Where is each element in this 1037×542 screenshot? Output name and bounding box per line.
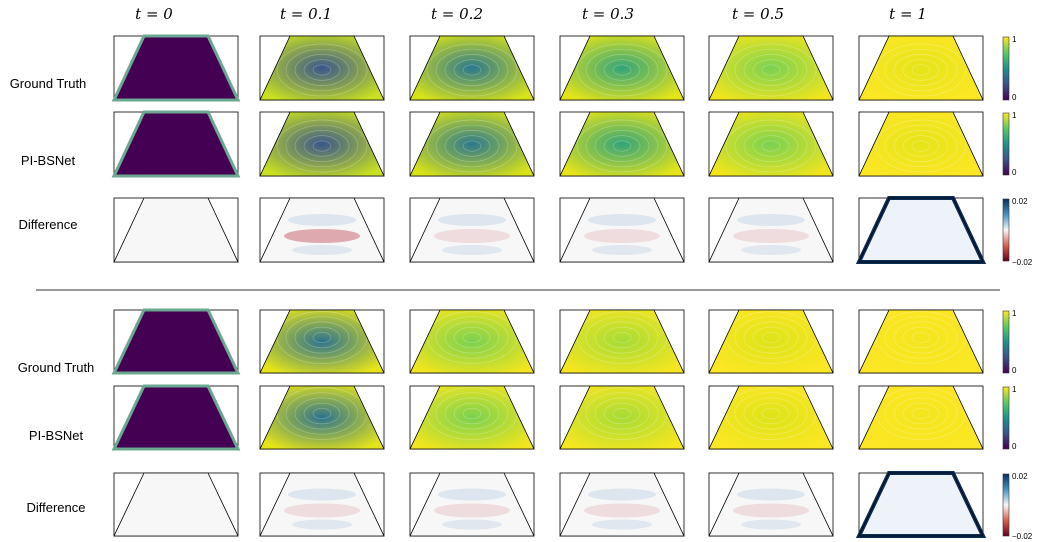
panel: [259, 35, 385, 101]
panel: [559, 197, 685, 263]
panel: [559, 385, 685, 450]
colorbar-field: [1002, 386, 1010, 450]
panel: [708, 309, 834, 374]
row-label: Ground Truth: [18, 360, 95, 375]
row-label: Difference: [26, 500, 85, 515]
colorbars: 1 0 1 0 0.02 −0.02 1 0 1 0 0.02 −0.02: [1002, 35, 1033, 541]
panel: [113, 472, 239, 537]
colorbar-max-label: 1: [1012, 111, 1017, 120]
colorbar-min-label: 0: [1012, 442, 1017, 451]
panel: [708, 385, 834, 450]
colorbar-difference: [1002, 473, 1010, 537]
column-header: t = 0.2: [431, 5, 483, 23]
panel: [111, 34, 241, 102]
panel: [111, 384, 241, 451]
column-header: t = 0: [135, 5, 173, 23]
panel-grid: [111, 34, 987, 538]
colorbar-max-label: 0.02: [1012, 472, 1028, 481]
colorbar-field: [1002, 36, 1010, 101]
panel: [409, 472, 535, 537]
panel: [559, 309, 685, 374]
colorbar-max-label: 0.02: [1012, 197, 1028, 206]
panel: [259, 197, 385, 263]
row-label: Difference: [18, 217, 77, 232]
panel: [858, 35, 984, 101]
colorbar-max-label: 1: [1012, 309, 1017, 318]
panel: [111, 110, 241, 178]
panel: [708, 197, 834, 263]
colorbar-max-label: 1: [1012, 385, 1017, 394]
colorbar-min-label: −0.02: [1012, 532, 1033, 541]
row-label: PI-BSNet: [21, 153, 76, 168]
colorbar-min-label: 0: [1012, 93, 1017, 102]
column-header: t = 0.3: [582, 5, 634, 23]
panel: [409, 111, 535, 177]
column-header: t = 0.5: [732, 5, 784, 23]
panel: [858, 309, 984, 374]
panel: [259, 111, 385, 177]
panel: [559, 35, 685, 101]
colorbar-field: [1002, 310, 1010, 374]
colorbar-min-label: 0: [1012, 168, 1017, 177]
panel: [855, 471, 987, 538]
panel: [259, 472, 385, 537]
panel: [559, 111, 685, 177]
colorbar-difference: [1002, 198, 1010, 262]
column-headers: t = 0 t = 0.1 t = 0.2 t = 0.3 t = 0.5 t …: [135, 5, 927, 23]
colorbar-max-label: 1: [1012, 35, 1017, 44]
panel: [259, 385, 385, 450]
panel: [855, 196, 987, 264]
panel: [111, 308, 241, 375]
panel: [113, 197, 239, 263]
panel: [409, 309, 535, 374]
row-labels: Ground Truth PI-BSNet Difference Ground …: [10, 76, 95, 515]
colorbar-min-label: −0.02: [1012, 258, 1033, 267]
colorbar-min-label: 0: [1012, 366, 1017, 375]
panel: [858, 385, 984, 450]
panel: [259, 309, 385, 374]
row-label: PI-BSNet: [29, 428, 84, 443]
panel: [559, 472, 685, 537]
column-header: t = 1: [889, 5, 927, 23]
panel: [409, 197, 535, 263]
column-header: t = 0.1: [280, 5, 332, 23]
colorbar-field: [1002, 112, 1010, 176]
panel: [409, 385, 535, 450]
row-label: Ground Truth: [10, 76, 87, 91]
panel: [708, 472, 834, 537]
panel: [858, 111, 984, 177]
panel: [409, 35, 535, 101]
panel: [708, 35, 834, 101]
panel: [708, 111, 834, 177]
